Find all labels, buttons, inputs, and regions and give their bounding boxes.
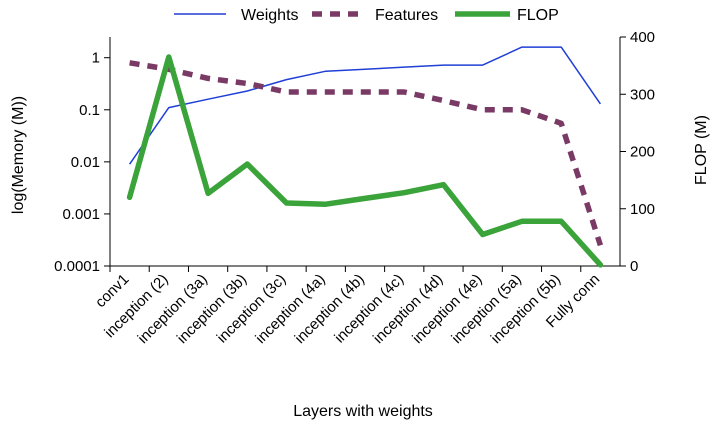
right-y-tick-label: 400	[630, 29, 655, 46]
series-line-weights	[128, 46, 602, 165]
legend: Weights Features FLOP	[174, 7, 559, 24]
axes: 0.00010.0010.010.110100200300400conv1inc…	[54, 29, 655, 347]
left-y-tick-label: 0.0001	[54, 258, 100, 275]
right-y-tick-label: 200	[630, 144, 655, 161]
right-y-tick-label: 0	[630, 258, 638, 275]
series-layer	[126, 46, 604, 268]
left-y-tick-label: 1	[92, 50, 100, 67]
right-y-axis-title: FLOP (M)	[693, 115, 710, 185]
left-y-tick-label: 0.1	[79, 102, 100, 119]
series-line-features	[129, 60, 604, 247]
left-y-axis-title: log(Memory (M))	[10, 96, 27, 214]
legend-label-features: Features	[375, 7, 438, 24]
legend-label-weights: Weights	[241, 7, 299, 24]
right-y-tick-label: 300	[630, 86, 655, 103]
x-axis-title: Layers with weights	[293, 403, 433, 420]
series-line-flop	[126, 54, 604, 268]
left-y-tick-label: 0.01	[71, 154, 100, 171]
left-y-tick-label: 0.001	[62, 206, 100, 223]
right-y-tick-label: 100	[630, 201, 655, 218]
legend-label-flop: FLOP	[517, 7, 559, 24]
